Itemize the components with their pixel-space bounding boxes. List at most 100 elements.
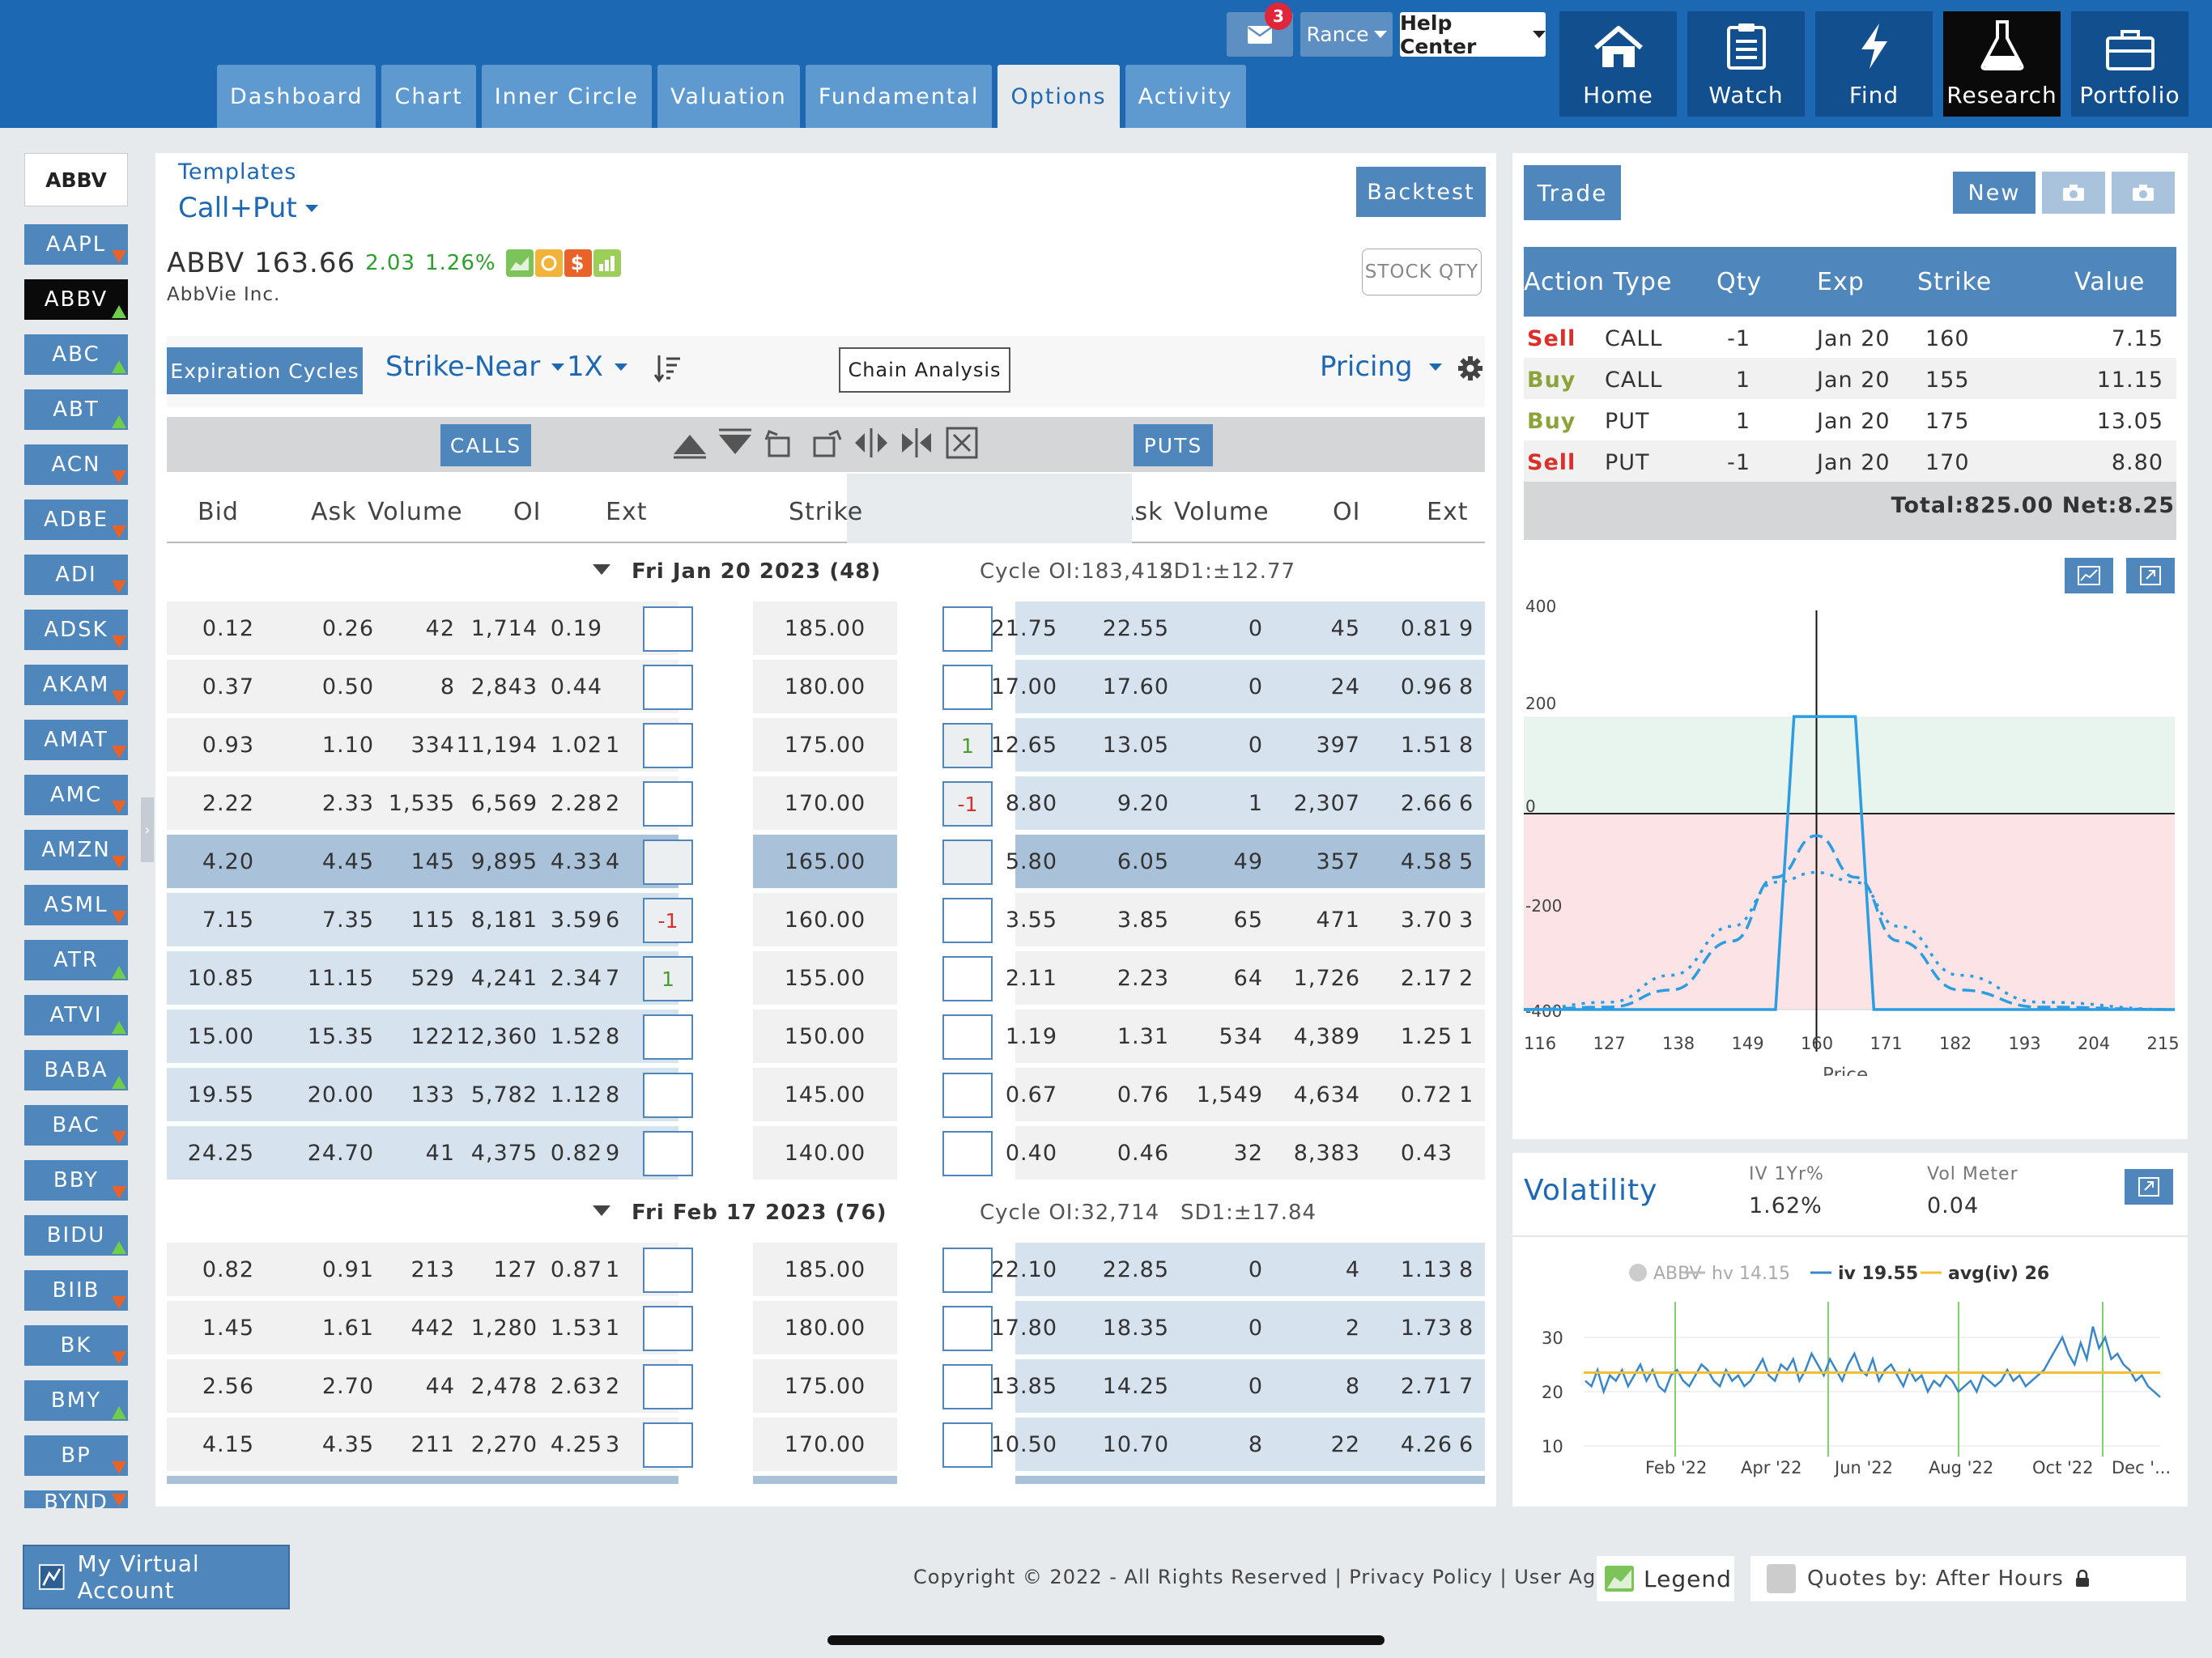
collapse-horizontal-icon[interactable] (897, 425, 936, 461)
put-oi[interactable]: 45 (1330, 615, 1360, 641)
call-volume[interactable]: 41 (425, 1140, 455, 1166)
call-volume[interactable]: 145 (410, 848, 455, 874)
col-call-volume[interactable]: Volume (368, 498, 463, 526)
put-ask[interactable]: 6.05 (1117, 848, 1169, 874)
call-leg-checkbox[interactable] (643, 1422, 693, 1468)
watchlist-item-bac[interactable]: BAC (24, 1105, 128, 1146)
nav-portfolio[interactable]: Portfolio (2071, 11, 2189, 117)
call-ask[interactable]: 15.35 (307, 1023, 374, 1049)
put-ext[interactable]: 3.70 (1400, 907, 1453, 933)
legend-button[interactable]: Legend (1597, 1556, 1734, 1601)
put-ext[interactable]: 0.43 (1400, 1140, 1453, 1166)
call-oi[interactable]: 1,280 (470, 1315, 538, 1341)
trade-leg-row[interactable]: Buy PUT 1 Jan 20 175 13.05 (1524, 399, 2176, 441)
dollar-icon[interactable]: $ (564, 249, 592, 277)
call-ext[interactable]: 1.53 (550, 1315, 602, 1341)
col-call-ext[interactable]: Ext (606, 498, 648, 526)
col-call-bid[interactable]: Bid (198, 498, 239, 526)
call-volume[interactable]: 1,535 (388, 790, 455, 816)
call-bid[interactable]: 24.25 (187, 1140, 254, 1166)
put-bid[interactable]: 13.85 (990, 1373, 1057, 1399)
call-oi[interactable]: 1,714 (470, 615, 538, 641)
put-leg-checkbox[interactable] (942, 1364, 993, 1409)
watchlist-item-bby[interactable]: BBY (24, 1160, 128, 1201)
user-menu-button[interactable]: Rance (1300, 12, 1393, 57)
put-volume[interactable]: 8 (1248, 1431, 1263, 1457)
backtest-button[interactable]: Backtest (1356, 167, 1486, 217)
watchlist-item-adbe[interactable]: ADBE (24, 500, 128, 540)
call-leg-checkbox[interactable] (643, 1248, 693, 1293)
call-ask[interactable]: 2.70 (321, 1373, 374, 1399)
call-bid[interactable]: 10.85 (187, 965, 254, 991)
watchlist-item-abc[interactable]: ABC (24, 334, 128, 375)
legend-entry[interactable]: hv 14.15 (1712, 1264, 1790, 1284)
put-ask[interactable]: 18.35 (1102, 1315, 1169, 1341)
call-leg-checkbox[interactable] (643, 665, 693, 710)
call-leg-checkbox[interactable] (643, 781, 693, 827)
put-volume[interactable]: 0 (1248, 1315, 1263, 1341)
put-leg-checkbox[interactable] (942, 956, 993, 1001)
bar-chart-icon[interactable] (593, 249, 621, 277)
put-bid[interactable]: 0.40 (1005, 1140, 1057, 1166)
call-oi[interactable]: 9,895 (470, 848, 538, 874)
put-ext[interactable]: 4.26 (1400, 1431, 1453, 1457)
expand-horizontal-icon[interactable] (852, 425, 891, 461)
expiration-header[interactable]: Fri Jan 20 2023 (48) Cycle OI:183,412 SD1:… (167, 543, 1485, 602)
my-virtual-account-button[interactable]: My Virtual Account (23, 1545, 290, 1609)
call-ext[interactable]: 2.63 (550, 1373, 602, 1399)
rotate-right-icon[interactable] (806, 425, 845, 461)
put-ext[interactable]: 1.13 (1400, 1256, 1453, 1282)
put-ask[interactable]: 3.85 (1117, 907, 1169, 933)
put-oi[interactable]: 2,307 (1293, 790, 1360, 816)
call-leg-checkbox[interactable] (643, 606, 693, 652)
put-bid[interactable]: 8.80 (1005, 790, 1057, 816)
put-volume[interactable]: 65 (1233, 907, 1263, 933)
tab-activity[interactable]: Activity (1125, 65, 1246, 128)
put-ask[interactable]: 10.70 (1102, 1431, 1169, 1457)
put-volume[interactable]: 0 (1248, 732, 1263, 758)
call-leg-checkbox[interactable] (643, 1306, 693, 1351)
call-bid[interactable]: 15.00 (187, 1023, 254, 1049)
tab-dashboard[interactable]: Dashboard (217, 65, 376, 128)
put-ask[interactable]: 22.55 (1102, 615, 1169, 641)
watchlist-item-adi[interactable]: ADI (24, 555, 128, 595)
multiplier-select[interactable]: 1X (567, 351, 627, 383)
puts-button[interactable]: PUTS (1134, 424, 1213, 466)
call-ext[interactable]: 0.19 (550, 615, 602, 641)
call-bid[interactable]: 0.12 (202, 615, 254, 641)
call-volume[interactable]: 115 (410, 907, 455, 933)
call-leg-checkbox[interactable] (643, 1131, 693, 1176)
nav-watch[interactable]: Watch (1687, 11, 1805, 117)
col-call-ask[interactable]: Ask (311, 498, 357, 526)
put-ext[interactable]: 0.96 (1400, 674, 1453, 699)
call-volume[interactable]: 44 (425, 1373, 455, 1399)
chart-area-icon[interactable] (505, 249, 534, 277)
watchlist-item-aapl[interactable]: AAPL (24, 224, 128, 265)
put-bid[interactable]: 17.80 (990, 1315, 1057, 1341)
call-ask[interactable]: 0.91 (321, 1256, 374, 1282)
call-leg-checkbox[interactable]: 1 (643, 956, 693, 1001)
put-bid[interactable]: 17.00 (990, 674, 1057, 699)
put-ask[interactable]: 1.31 (1117, 1023, 1169, 1049)
put-leg-checkbox[interactable] (942, 898, 993, 943)
put-oi[interactable]: 4,634 (1293, 1082, 1360, 1107)
put-bid[interactable]: 0.67 (1005, 1082, 1057, 1107)
sort-icon[interactable] (653, 354, 682, 386)
legend-entry[interactable]: iv 19.55 (1838, 1264, 1918, 1284)
put-ask[interactable]: 0.46 (1117, 1140, 1169, 1166)
tab-options[interactable]: Options (998, 65, 1120, 128)
call-ask[interactable]: 20.00 (307, 1082, 374, 1107)
put-ext[interactable]: 1.51 (1400, 732, 1453, 758)
put-ext[interactable]: 0.81 (1400, 615, 1453, 641)
call-oi[interactable]: 2,478 (470, 1373, 538, 1399)
call-ask[interactable]: 4.45 (321, 848, 374, 874)
put-leg-checkbox[interactable]: -1 (942, 781, 993, 827)
put-leg-checkbox[interactable] (942, 1422, 993, 1468)
put-oi[interactable]: 8 (1345, 1373, 1360, 1399)
call-ext[interactable]: 1.12 (550, 1082, 602, 1107)
put-bid[interactable]: 12.65 (990, 732, 1057, 758)
trade-leg-row[interactable]: Buy CALL 1 Jan 20 155 11.15 (1524, 358, 2176, 400)
call-leg-checkbox[interactable] (643, 1364, 693, 1409)
call-bid[interactable]: 4.15 (202, 1431, 254, 1457)
put-volume[interactable]: 0 (1248, 1373, 1263, 1399)
